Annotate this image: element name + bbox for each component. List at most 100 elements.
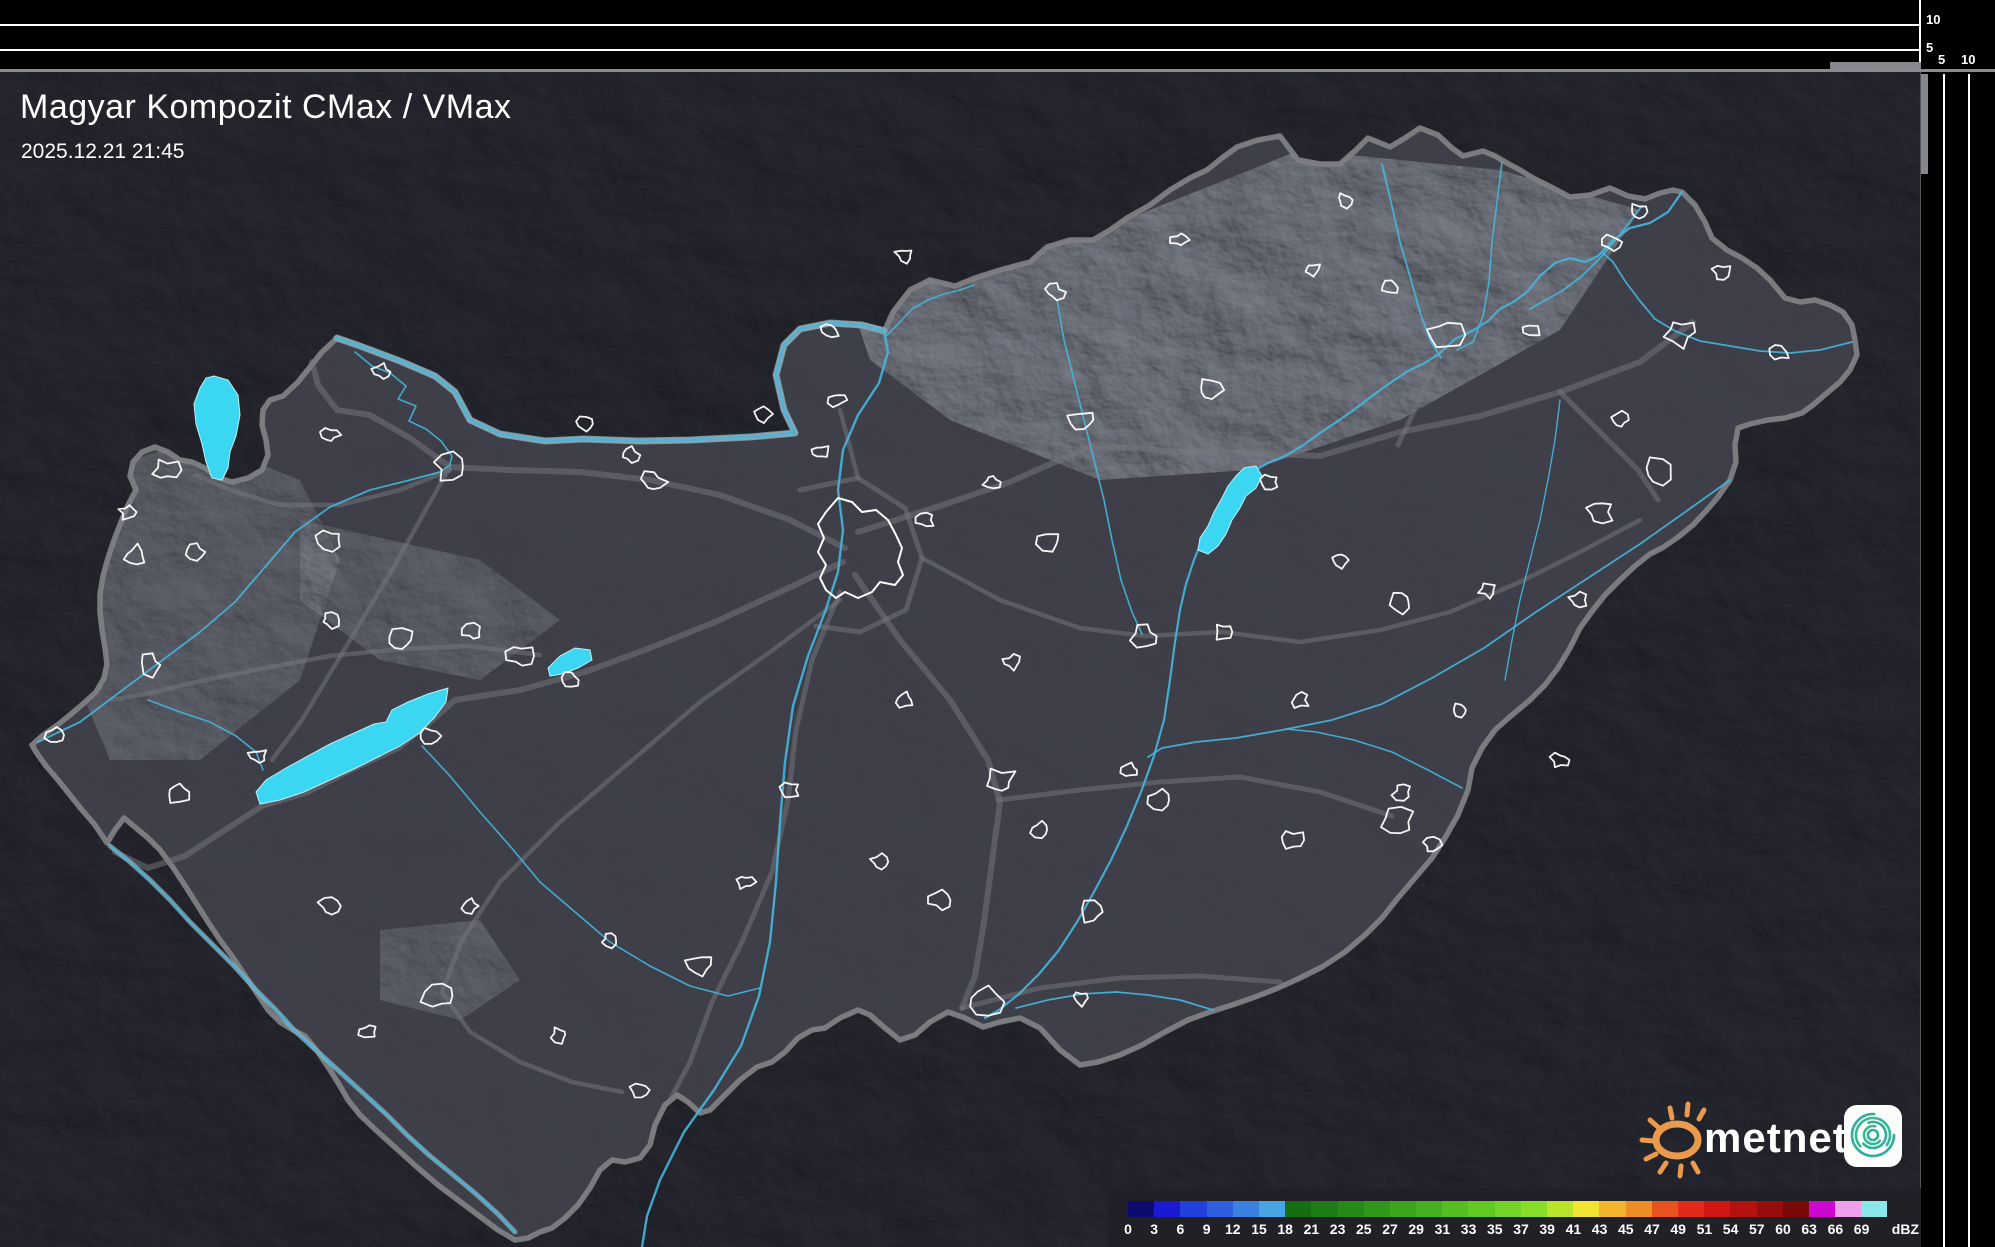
city-outline — [388, 627, 414, 650]
city-outline — [1044, 282, 1067, 302]
city-outline — [1425, 321, 1467, 349]
city-outline — [549, 1026, 566, 1045]
city-outline — [1585, 502, 1614, 525]
dbz-tick: 21 — [1303, 1221, 1320, 1237]
city-outline — [1280, 830, 1305, 850]
city-outline — [986, 767, 1017, 792]
city-outline — [683, 956, 713, 978]
dbz-segment-0 — [1128, 1201, 1155, 1217]
dbz-segment-18 — [1285, 1201, 1312, 1217]
profile-gridline-5km — [1943, 74, 1945, 1247]
metnet-app-icon — [1844, 1105, 1902, 1167]
river-hernad — [1456, 161, 1503, 351]
city-outline — [460, 897, 480, 915]
dbz-segment-12 — [1232, 1201, 1259, 1217]
profile-gridline-5km — [0, 49, 1921, 51]
dbz-segment-23 — [1337, 1201, 1364, 1217]
city-outline — [914, 511, 935, 528]
city-outline — [981, 475, 1002, 490]
city-outline-budapest — [817, 497, 904, 599]
city-outline — [1066, 411, 1095, 431]
city-outline — [316, 896, 342, 916]
city-outline — [810, 445, 830, 458]
dbz-colorbar — [1128, 1201, 1888, 1217]
city-outline — [1338, 192, 1354, 210]
dbz-segment-25 — [1363, 1201, 1390, 1217]
country-border — [29, 125, 1860, 1243]
city-outline — [314, 529, 341, 553]
dbz-segment-9 — [1206, 1201, 1233, 1217]
vmax-top-profile-panel — [0, 0, 1921, 72]
timestamp: 2025.12.21 21:45 — [21, 140, 185, 163]
city-outline — [246, 749, 268, 764]
city-outline — [778, 781, 800, 799]
city-outline — [640, 470, 670, 490]
city-outline — [628, 1082, 651, 1099]
city-outline — [1421, 835, 1444, 853]
city-outline — [504, 646, 535, 667]
city-outline — [601, 932, 617, 950]
right-axis-label-10: 10 — [1961, 52, 1976, 67]
city-outline — [1610, 409, 1630, 428]
dbz-segment-69 — [1861, 1201, 1888, 1217]
road-m35 — [1557, 389, 1661, 503]
dbz-segment-39 — [1547, 1201, 1574, 1217]
city-outline — [168, 782, 191, 804]
dbz-segment-54 — [1730, 1201, 1757, 1217]
city-outline — [826, 394, 849, 409]
city-outline — [419, 727, 443, 745]
road-m43 — [959, 973, 1283, 1011]
river-sajo — [1381, 163, 1442, 359]
river-raba — [37, 464, 451, 743]
city-outline — [184, 542, 207, 562]
lake-tisza_lake — [1197, 465, 1263, 555]
city-outline — [735, 876, 758, 890]
city-outline — [1710, 264, 1732, 281]
city-outline — [1029, 819, 1048, 840]
city-outline — [1388, 591, 1410, 616]
lake-velence — [547, 647, 593, 677]
city-outline — [1035, 533, 1060, 553]
river-drava — [109, 845, 516, 1233]
dbz-tick: 54 — [1722, 1221, 1739, 1237]
dbz-segment-43 — [1599, 1201, 1626, 1217]
rivers — [37, 161, 1853, 1247]
cyclone-spiral-icon — [1850, 1112, 1896, 1158]
city-outline — [43, 726, 65, 743]
river-koros — [1147, 479, 1731, 758]
lake-ferto — [193, 375, 241, 481]
dbz-tick: 25 — [1356, 1221, 1372, 1237]
city-outline — [140, 652, 162, 679]
river-danube-border — [335, 321, 886, 443]
profile-gridline-10km — [1968, 74, 1970, 1247]
city-outline — [575, 415, 594, 433]
road-road85 — [192, 467, 453, 508]
dbz-segment-49 — [1677, 1201, 1705, 1217]
dbz-tick: 37 — [1513, 1221, 1529, 1237]
dbz-segment-57 — [1756, 1201, 1783, 1217]
top-axis-label-10: 10 — [1926, 12, 1941, 27]
city-outline — [1146, 787, 1170, 812]
city-outline — [1290, 691, 1310, 709]
city-outline — [753, 405, 774, 424]
dbz-segment-21 — [1311, 1201, 1338, 1217]
road-m86 — [269, 464, 453, 763]
city-outline — [1567, 590, 1588, 609]
city-outline — [1601, 233, 1624, 252]
city-outline — [969, 984, 1006, 1017]
dbz-segment-66 — [1835, 1201, 1862, 1217]
city-outline — [1521, 324, 1541, 337]
map-layers — [0, 72, 1921, 1247]
dbz-tick: 47 — [1644, 1221, 1660, 1237]
dbz-tick: 35 — [1487, 1221, 1503, 1237]
dbz-segment-60 — [1782, 1201, 1809, 1217]
dbz-tick: 57 — [1749, 1221, 1765, 1237]
city-outline — [1169, 232, 1191, 247]
city-outline — [1390, 783, 1411, 802]
city-outline — [1129, 623, 1158, 649]
city-outline — [1453, 702, 1467, 719]
dbz-segment-35 — [1494, 1201, 1521, 1217]
city-outline — [322, 611, 340, 630]
city-outline — [1215, 623, 1234, 641]
dbz-segment-33 — [1468, 1201, 1495, 1217]
